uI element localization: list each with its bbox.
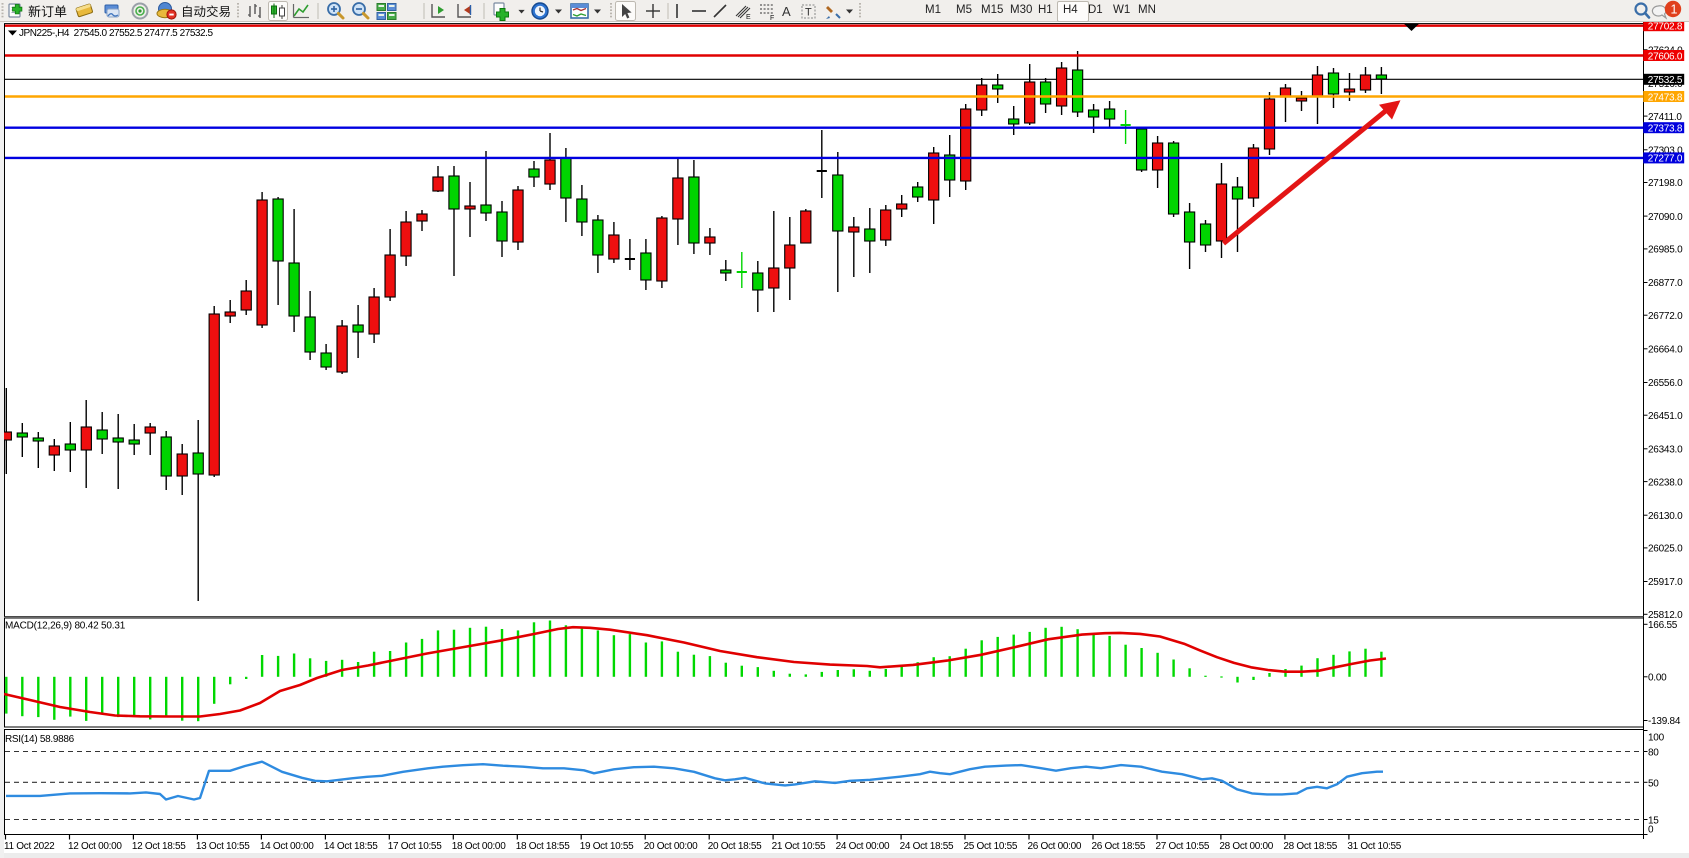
svg-text:11 Oct 2022: 11 Oct 2022	[4, 841, 55, 852]
svg-text:19 Oct 10:55: 19 Oct 10:55	[580, 841, 634, 852]
svg-text:26664.0: 26664.0	[1648, 345, 1683, 356]
svg-text:26130.0: 26130.0	[1648, 511, 1683, 522]
svg-text:27303.0: 27303.0	[1648, 146, 1683, 157]
svg-text:0.00: 0.00	[1648, 673, 1667, 684]
svg-text:27532.5: 27532.5	[1648, 75, 1683, 86]
svg-text:F: F	[770, 15, 774, 22]
svg-text:20 Oct 18:55: 20 Oct 18:55	[708, 841, 762, 852]
svg-text:14 Oct 18:55: 14 Oct 18:55	[324, 841, 378, 852]
svg-text:18 Oct 18:55: 18 Oct 18:55	[516, 841, 570, 852]
svg-text:20 Oct 00:00: 20 Oct 00:00	[644, 841, 698, 852]
svg-text:27411.0: 27411.0	[1648, 112, 1682, 123]
svg-text:24 Oct 00:00: 24 Oct 00:00	[836, 841, 890, 852]
svg-text:MACD(12,26,9) 80.42 50.31: MACD(12,26,9) 80.42 50.31	[5, 621, 126, 632]
svg-text:18 Oct 00:00: 18 Oct 00:00	[452, 841, 506, 852]
svg-text:RSI(14) 58.9886: RSI(14) 58.9886	[5, 734, 75, 745]
svg-text:14 Oct 00:00: 14 Oct 00:00	[260, 841, 314, 852]
svg-text:T: T	[805, 7, 812, 19]
svg-text:-139.84: -139.84	[1648, 716, 1681, 727]
svg-text:15: 15	[1648, 816, 1659, 827]
svg-text:26877.0: 26877.0	[1648, 278, 1683, 289]
svg-text:27 Oct 10:55: 27 Oct 10:55	[1156, 841, 1210, 852]
svg-text:27473.8: 27473.8	[1648, 92, 1683, 103]
svg-text:17 Oct 10:55: 17 Oct 10:55	[388, 841, 442, 852]
svg-text:26 Oct 18:55: 26 Oct 18:55	[1092, 841, 1146, 852]
svg-text:28 Oct 00:00: 28 Oct 00:00	[1219, 841, 1273, 852]
svg-text:26343.0: 26343.0	[1648, 445, 1683, 456]
svg-text:50: 50	[1648, 779, 1659, 790]
svg-text:25917.0: 25917.0	[1648, 577, 1683, 588]
svg-text:25 Oct 10:55: 25 Oct 10:55	[964, 841, 1018, 852]
svg-text:26238.0: 26238.0	[1648, 477, 1683, 488]
svg-text:25812.0: 25812.0	[1648, 610, 1683, 621]
svg-text:26985.0: 26985.0	[1648, 245, 1683, 256]
svg-text:12 Oct 18:55: 12 Oct 18:55	[132, 841, 186, 852]
svg-text:24 Oct 18:55: 24 Oct 18:55	[900, 841, 954, 852]
svg-text:100: 100	[1648, 733, 1665, 744]
svg-text:E: E	[746, 14, 751, 21]
svg-text:21 Oct 10:55: 21 Oct 10:55	[772, 841, 826, 852]
svg-text:27090.0: 27090.0	[1648, 212, 1683, 223]
svg-text:26025.0: 26025.0	[1648, 544, 1683, 555]
svg-text:28 Oct 18:55: 28 Oct 18:55	[1283, 841, 1337, 852]
svg-text:27606.0: 27606.0	[1648, 51, 1683, 62]
svg-text:27277.0: 27277.0	[1648, 154, 1683, 165]
svg-text:26772.0: 26772.0	[1648, 311, 1683, 322]
svg-text:A: A	[782, 4, 791, 19]
svg-text:31 Oct 10:55: 31 Oct 10:55	[1347, 841, 1401, 852]
svg-text:26556.0: 26556.0	[1648, 378, 1683, 389]
svg-text:JPN225-,H4 27545.0 27552.5 27: JPN225-,H4 27545.0 27552.5 27477.5 27532…	[19, 28, 213, 39]
svg-text:27702.8: 27702.8	[1648, 22, 1683, 33]
svg-text:26 Oct 00:00: 26 Oct 00:00	[1028, 841, 1082, 852]
svg-text:1: 1	[1671, 3, 1678, 17]
svg-text:27198.0: 27198.0	[1648, 178, 1683, 189]
svg-text:12 Oct 00:00: 12 Oct 00:00	[68, 841, 122, 852]
svg-text:0: 0	[1648, 825, 1654, 836]
svg-text:166.55: 166.55	[1648, 620, 1678, 631]
svg-text:27373.8: 27373.8	[1648, 124, 1683, 135]
svg-text:80: 80	[1648, 748, 1659, 759]
svg-text:26451.0: 26451.0	[1648, 411, 1683, 422]
svg-text:13 Oct 10:55: 13 Oct 10:55	[196, 841, 250, 852]
